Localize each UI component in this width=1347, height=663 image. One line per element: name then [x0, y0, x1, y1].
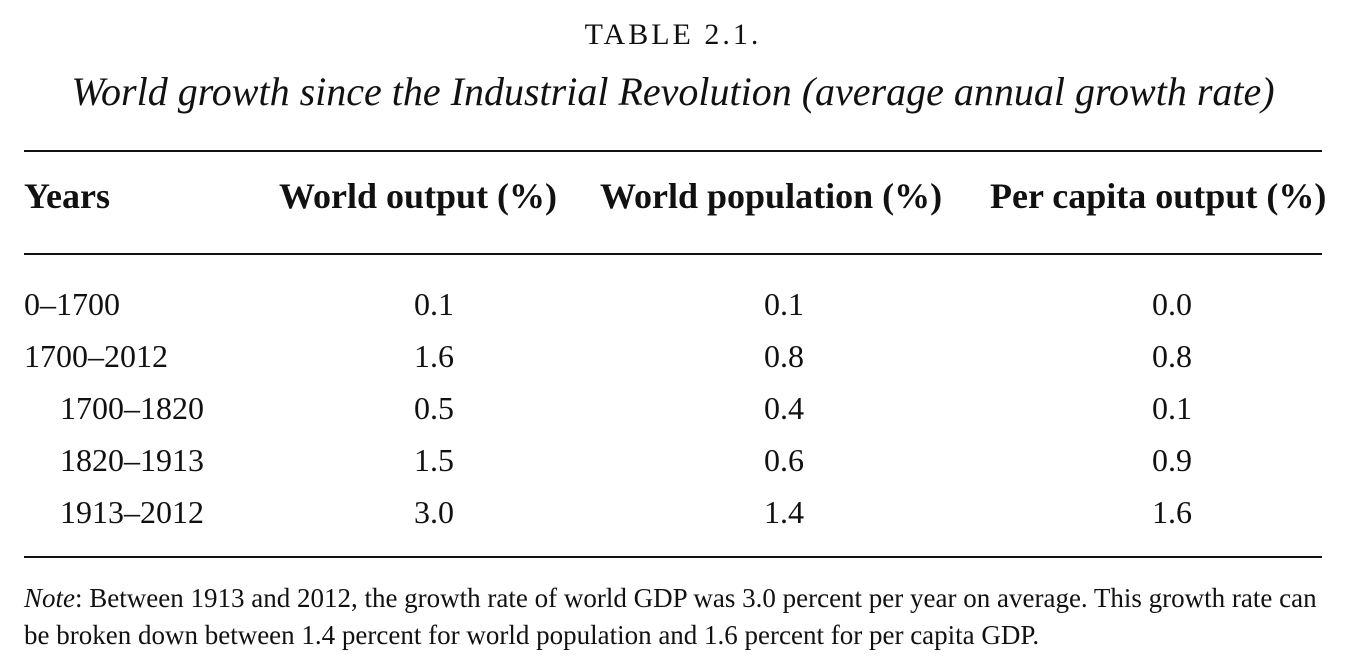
- cell-years: 1820–1913: [60, 442, 204, 478]
- header-years: Years: [24, 176, 110, 216]
- table-header-row: Years World output (%) World population …: [24, 172, 1326, 220]
- table-number: TABLE 2.1.: [584, 18, 762, 51]
- cell-years: 1700–1820: [60, 390, 204, 426]
- cell-per-capita-output: 1.6: [1152, 494, 1192, 530]
- cell-world-population: 1.4: [764, 494, 804, 530]
- table-body: 0–1700 0.1 0.1 0.0 1700–2012 1.6 0.8 0.8…: [24, 278, 1322, 538]
- table-page: TABLE 2.1. World growth since the Indust…: [24, 0, 1326, 663]
- cell-years: 1913–2012: [60, 494, 204, 530]
- table-row: 1913–2012 3.0 1.4 1.6: [24, 486, 1322, 538]
- table-title: World growth since the Industrial Revolu…: [71, 69, 1275, 114]
- cell-world-output: 0.1: [414, 286, 454, 322]
- note-label: Note: [24, 583, 75, 613]
- cell-years: 0–1700: [24, 286, 120, 322]
- cell-years: 1700–2012: [24, 338, 168, 374]
- header-world-output: World output (%): [279, 176, 558, 216]
- cell-per-capita-output: 0.9: [1152, 442, 1192, 478]
- cell-world-population: 0.6: [764, 442, 804, 478]
- cell-world-population: 0.1: [764, 286, 804, 322]
- header-per-capita-output: Per capita output (%): [990, 176, 1327, 216]
- cell-world-population: 0.4: [764, 390, 804, 426]
- table-row: 1700–2012 1.6 0.8 0.8: [24, 330, 1322, 382]
- cell-per-capita-output: 0.1: [1152, 390, 1192, 426]
- cell-world-output: 1.6: [414, 338, 454, 374]
- table-note: Note: Between 1913 and 2012, the growth …: [24, 580, 1322, 654]
- note-text: : Between 1913 and 2012, the growth rate…: [24, 583, 1317, 650]
- table-row: 1700–1820 0.5 0.4 0.1: [24, 382, 1322, 434]
- header-rule: [24, 253, 1322, 255]
- header-world-population: World population (%): [600, 176, 943, 216]
- top-rule: [24, 150, 1322, 152]
- table-row: 1820–1913 1.5 0.6 0.9: [24, 434, 1322, 486]
- bottom-rule: [24, 556, 1322, 558]
- cell-world-output: 3.0: [414, 494, 454, 530]
- table-row: 0–1700 0.1 0.1 0.0: [24, 278, 1322, 330]
- cell-world-output: 1.5: [414, 442, 454, 478]
- cell-per-capita-output: 0.0: [1152, 286, 1192, 322]
- cell-per-capita-output: 0.8: [1152, 338, 1192, 374]
- cell-world-output: 0.5: [414, 390, 454, 426]
- cell-world-population: 0.8: [764, 338, 804, 374]
